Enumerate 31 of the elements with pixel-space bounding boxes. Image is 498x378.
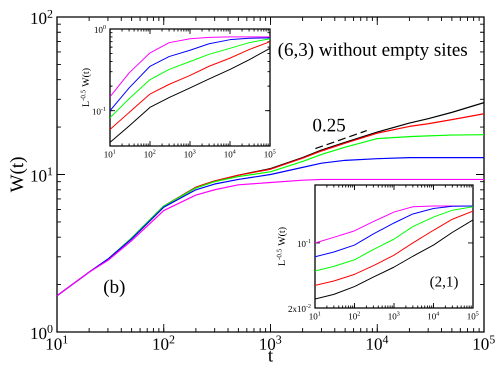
x-tick-label: 10$^{4}$ (224, 150, 236, 158)
annotation: (2,1) (430, 276, 458, 290)
y-tick-label: 10$^{-1}$ (92, 106, 106, 115)
x-tick-label: 10$^{1}$ (104, 150, 116, 158)
x-tick-label: 10$^{4}$ (367, 336, 388, 350)
y-axis-title: W(t) (10, 157, 28, 192)
x-tick-label: 10$^{2}$ (154, 336, 174, 350)
y-axis-title: L$^{-0.5}$ W(t) (276, 227, 288, 266)
x-tick-label: 10$^{3}$ (260, 336, 282, 350)
x-axis-title: t (268, 350, 274, 362)
x-tick-label: 10$^{5}$ (468, 312, 479, 320)
y-tick-label: 10$^{0}$ (94, 25, 106, 33)
line-series (315, 206, 473, 272)
y-tick-label: 10$^{2}$ (32, 10, 52, 24)
y-axis-title: L$^{-0.5}$ W(t) (80, 68, 92, 107)
x-tick-label: 10$^{2}$ (144, 150, 156, 158)
y-tick-label: 10$^{-1}$ (298, 239, 311, 247)
y-tick-label: 2x10$^{-2}$ (288, 304, 311, 312)
x-tick-label: 10$^{1}$ (310, 312, 320, 320)
line-series (315, 205, 473, 258)
y-tick-label: 10$^{1}$ (32, 167, 52, 182)
annotation: (b) (104, 280, 125, 297)
x-tick-label: 10$^{3}$ (184, 150, 196, 158)
x-tick-label: 10$^{2}$ (349, 312, 360, 320)
annotation: (6,3) without empty sites (278, 42, 467, 60)
line-series (110, 41, 270, 130)
x-tick-label: 10$^{5}$ (264, 150, 276, 158)
annotation: 0.25 (313, 118, 345, 132)
x-tick-label: 10$^{5}$ (474, 336, 495, 350)
x-tick-label: 10$^{3}$ (388, 312, 400, 320)
x-tick-label: 10$^{4}$ (428, 312, 440, 320)
